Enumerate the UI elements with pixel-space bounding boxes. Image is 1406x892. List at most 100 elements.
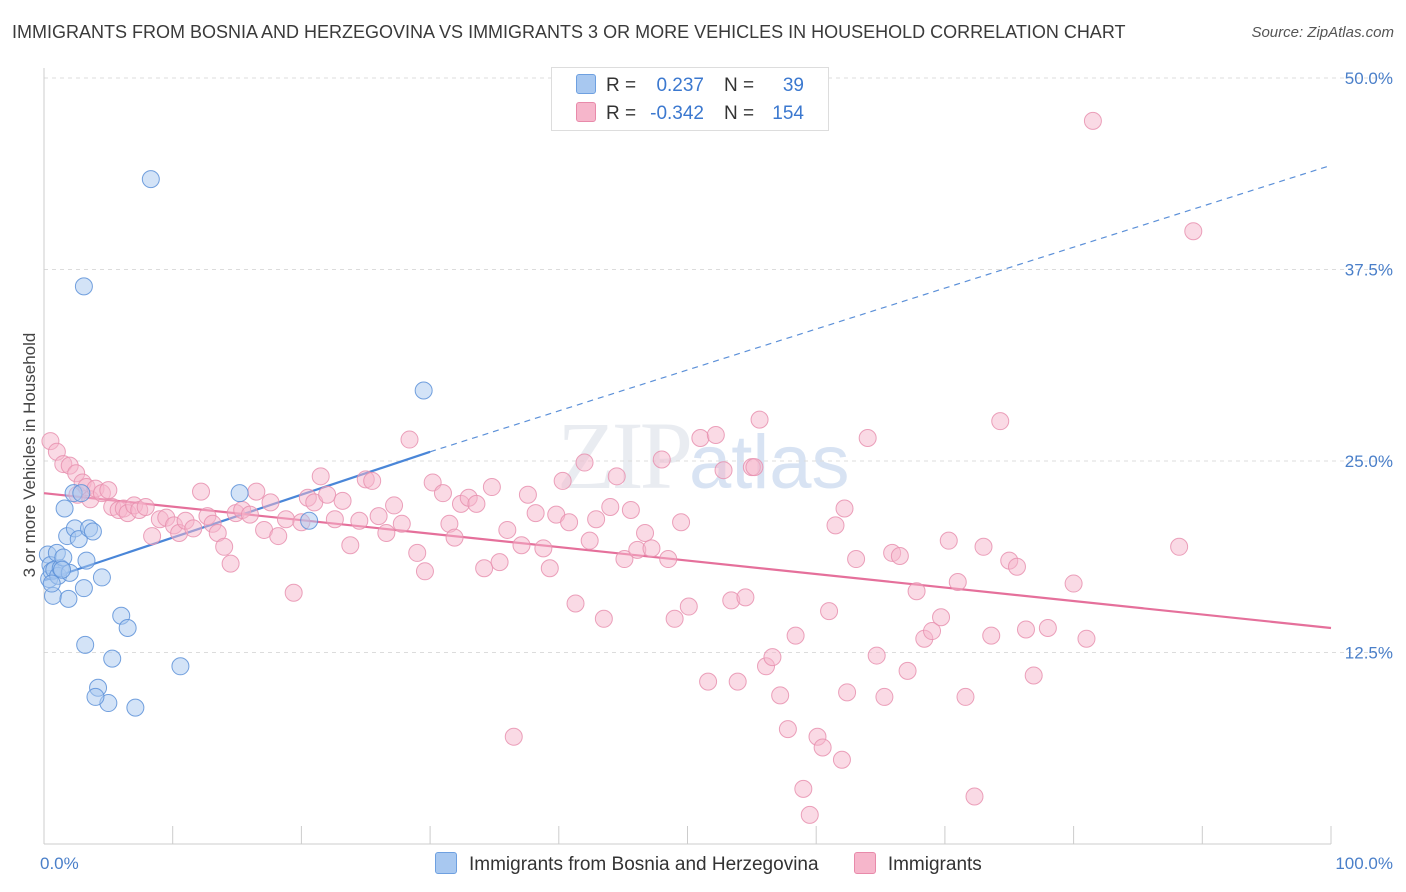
data-point-immigrants [621,501,640,520]
legend-r-label: R = [606,75,637,96]
data-point-immigrants [377,524,396,543]
series-legend: Immigrants from Bosnia and Herzegovina I… [435,852,1012,876]
data-point-immigrants [847,550,866,569]
data-point-immigrants [890,546,909,565]
data-point-immigrants [948,573,967,592]
data-point-immigrants [215,537,234,556]
data-point-immigrants [679,597,698,616]
legend-n-label: N = [724,103,755,124]
data-point-immigrants [341,536,360,555]
data-point-immigrants [143,527,162,546]
data-point-immigrants [1170,537,1189,556]
gridlines [44,77,1392,653]
data-point-immigrants [482,478,501,497]
data-point-immigrants [1184,222,1203,241]
data-point-bosnia [126,698,145,717]
data-point-immigrants [363,471,382,490]
data-point-immigrants [247,482,266,501]
data-point-immigrants [99,481,118,500]
data-point-immigrants [763,648,782,667]
data-point-immigrants [699,672,718,691]
data-point-immigrants [269,527,288,546]
legend-swatch-pink [576,102,596,122]
data-point-immigrants [786,626,805,645]
data-point-immigrants [1024,666,1043,685]
legend-n-value: 39 [782,75,804,96]
data-point-immigrants [566,594,585,613]
data-point-immigrants [512,536,531,555]
data-point-immigrants [385,496,404,515]
data-point-immigrants [1064,574,1083,593]
data-point-bosnia [83,522,102,541]
data-point-immigrants [311,467,330,486]
data-point-immigrants [706,425,725,444]
data-point-bosnia [77,551,96,570]
data-point-immigrants [504,727,523,746]
data-point-immigrants [580,531,599,550]
source-label: Source: ZipAtlas.com [1251,24,1394,41]
data-point-immigrants [636,524,655,543]
stats-legend: R = 0.237 N = 39 R = -0.342 N = 154 [551,67,829,131]
data-point-immigrants [392,514,411,533]
legend-item-immigrants: Immigrants [853,852,982,876]
data-point-bosnia [300,511,319,530]
data-point-immigrants [771,686,790,705]
data-point-bosnia [74,277,93,296]
tick-labels: 12.5% 25.0% 37.5% 50.0% 0.0% 100.0% [40,69,1393,873]
data-point-bosnia [74,579,93,598]
data-point-bosnia [76,635,95,654]
data-point-immigrants [553,471,572,490]
data-point-immigrants [750,410,769,429]
data-point-immigrants [778,720,797,739]
data-point-immigrants [907,582,926,601]
data-point-bosnia [414,381,433,400]
y-tick-label: 50.0% [1345,69,1393,88]
y-tick-label: 37.5% [1345,261,1393,280]
data-point-bosnia [86,687,105,706]
data-point-immigrants [728,672,747,691]
data-point-immigrants [691,429,710,448]
data-point-immigrants [982,626,1001,645]
data-point-immigrants [325,510,344,529]
data-point-bosnia [59,589,78,608]
data-point-immigrants [587,510,606,529]
data-point-immigrants [601,497,620,516]
data-point-immigrants [350,511,369,530]
data-point-immigrants [898,661,917,680]
data-point-bosnia [53,560,72,579]
data-point-immigrants [820,602,839,621]
data-point-immigrants [1038,618,1057,637]
data-point-immigrants [875,687,894,706]
legend-n-label: N = [724,75,755,96]
series-bosnia [38,170,433,717]
data-point-immigrants [659,550,678,569]
data-point-immigrants [534,539,553,558]
data-point-immigrants [594,609,613,628]
data-point-immigrants [672,513,691,532]
legend-label-bosnia: Immigrants from Bosnia and Herzegovina [469,854,819,875]
legend-item-bosnia: Immigrants from Bosnia and Herzegovina [435,852,819,876]
data-point-immigrants [956,687,975,706]
data-point-immigrants [800,805,819,824]
x-tick-label: 100.0% [1335,854,1393,873]
data-point-immigrants [475,559,494,578]
legend-n-value: 154 [772,103,804,124]
data-point-immigrants [1007,557,1026,576]
data-point-immigrants [939,531,958,550]
data-point-bosnia [55,499,74,518]
data-point-immigrants [745,458,764,477]
legend-row-bosnia: R = 0.237 N = 39 [576,74,804,100]
data-point-immigrants [400,430,419,449]
data-point-immigrants [652,450,671,469]
data-point-immigrants [832,750,851,769]
data-point-immigrants [932,608,951,627]
data-point-immigrants [1077,629,1096,648]
data-point-immigrants [221,554,240,573]
data-point-immigrants [794,779,813,798]
data-point-immigrants [575,453,594,472]
data-point-bosnia [42,574,61,593]
data-point-immigrants [498,520,517,539]
data-point-immigrants [318,485,337,504]
data-point-bosnia [72,484,91,503]
